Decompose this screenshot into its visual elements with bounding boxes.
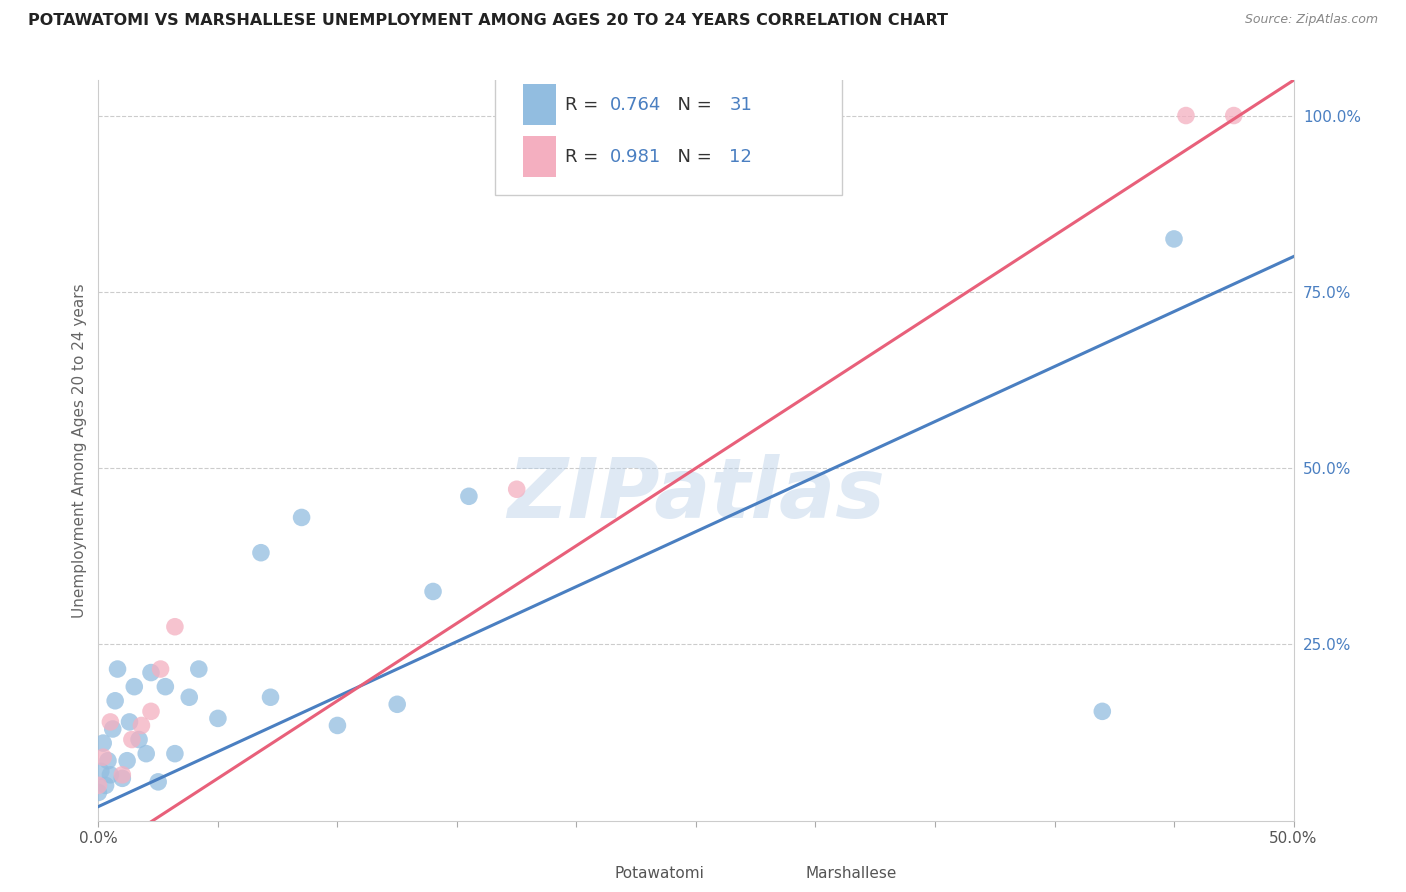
Point <box>422 584 444 599</box>
FancyBboxPatch shape <box>768 866 797 882</box>
Point <box>131 718 153 732</box>
Point <box>149 662 172 676</box>
Point <box>128 732 150 747</box>
Point <box>148 775 170 789</box>
Point <box>250 546 273 560</box>
Text: N =: N = <box>666 95 717 113</box>
Point <box>97 754 120 768</box>
Point <box>111 772 134 786</box>
Text: R =: R = <box>565 147 603 166</box>
Point <box>155 680 177 694</box>
Y-axis label: Unemployment Among Ages 20 to 24 years: Unemployment Among Ages 20 to 24 years <box>72 283 87 618</box>
Point <box>179 690 201 705</box>
Point <box>98 714 122 729</box>
Point <box>118 714 141 729</box>
Point <box>87 785 110 799</box>
Point <box>1175 109 1198 123</box>
Point <box>1091 704 1114 718</box>
Point <box>326 718 349 732</box>
Point <box>139 704 162 718</box>
Point <box>207 711 229 725</box>
Point <box>259 690 281 705</box>
Point <box>291 510 314 524</box>
Text: ZIPatlas: ZIPatlas <box>508 454 884 535</box>
Point <box>1163 232 1185 246</box>
Point <box>94 778 117 792</box>
Point <box>98 768 122 782</box>
Text: N =: N = <box>666 147 717 166</box>
Point <box>458 489 481 503</box>
Point <box>163 747 186 761</box>
FancyBboxPatch shape <box>523 136 557 177</box>
Point <box>163 620 186 634</box>
Text: 12: 12 <box>730 147 752 166</box>
Point <box>90 764 112 779</box>
Point <box>104 694 127 708</box>
Point <box>135 747 157 761</box>
Text: 0.764: 0.764 <box>610 95 661 113</box>
Text: R =: R = <box>565 95 603 113</box>
Text: Source: ZipAtlas.com: Source: ZipAtlas.com <box>1244 13 1378 27</box>
FancyBboxPatch shape <box>495 73 842 195</box>
Point <box>87 778 110 792</box>
Point <box>139 665 162 680</box>
Point <box>91 750 114 764</box>
FancyBboxPatch shape <box>523 84 557 125</box>
Point <box>107 662 129 676</box>
Text: Marshallese: Marshallese <box>806 866 897 881</box>
Point <box>385 698 409 712</box>
FancyBboxPatch shape <box>576 866 606 882</box>
Point <box>91 736 114 750</box>
Point <box>124 680 146 694</box>
Point <box>1222 109 1246 123</box>
Text: 0.981: 0.981 <box>610 147 661 166</box>
Point <box>101 722 124 736</box>
Point <box>115 754 138 768</box>
Point <box>111 768 134 782</box>
Text: 31: 31 <box>730 95 752 113</box>
Text: POTAWATOMI VS MARSHALLESE UNEMPLOYMENT AMONG AGES 20 TO 24 YEARS CORRELATION CHA: POTAWATOMI VS MARSHALLESE UNEMPLOYMENT A… <box>28 13 948 29</box>
Point <box>187 662 209 676</box>
Text: Potawatomi: Potawatomi <box>614 866 704 881</box>
Point <box>506 482 529 496</box>
Point <box>121 732 143 747</box>
